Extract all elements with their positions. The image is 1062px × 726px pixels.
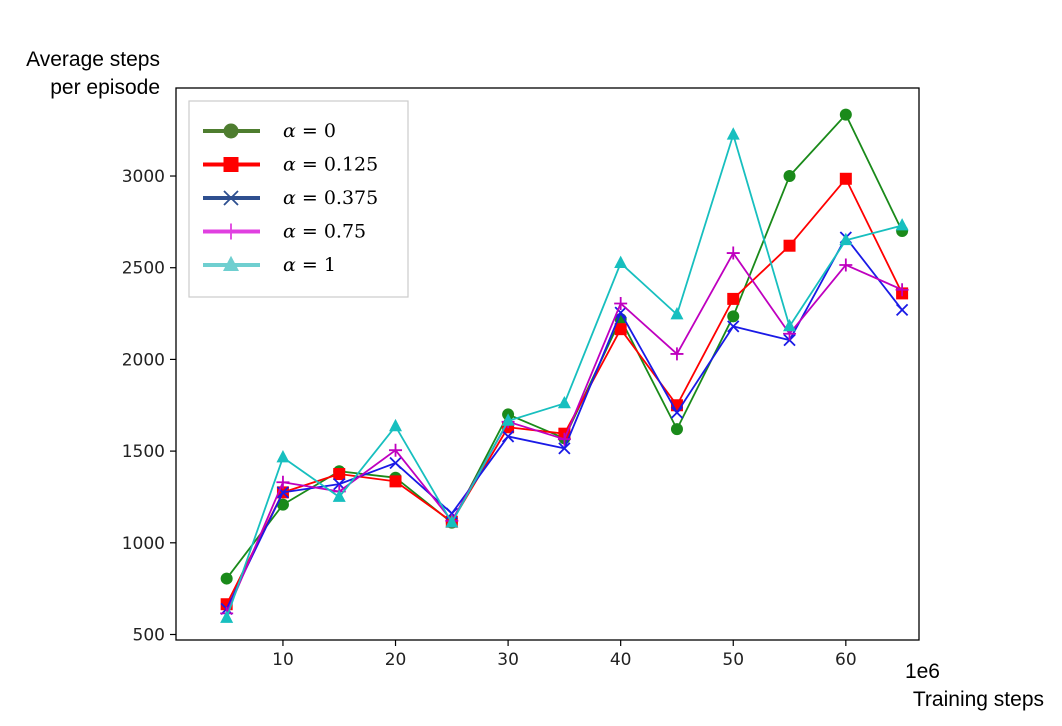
data-point	[220, 572, 233, 585]
data-point	[839, 172, 852, 185]
legend: α = 0 α = 0.125 α = 0.375 α = 0.75 α = 1	[188, 100, 409, 298]
data-point	[389, 456, 402, 470]
data-point	[557, 432, 571, 446]
x-tick-label: 10	[272, 650, 294, 670]
plot-frame	[175, 87, 920, 641]
x-tick-label: 50	[722, 650, 744, 670]
data-point	[783, 318, 797, 332]
data-point	[445, 515, 459, 528]
y-tick-label: 3000	[122, 167, 165, 187]
data-point	[614, 296, 628, 310]
data-point	[614, 306, 627, 319]
data-point	[333, 468, 346, 481]
y-tick-label: 500	[133, 625, 165, 645]
data-point	[220, 610, 234, 623]
data-point	[670, 406, 684, 419]
y-tick-label: 1000	[122, 534, 165, 554]
data-point	[727, 320, 740, 333]
data-point	[558, 442, 571, 455]
legend-label: α = 0.125	[283, 154, 378, 176]
x-tick-label: 60	[835, 650, 857, 670]
x-axis-multiplier: 1e6	[905, 660, 940, 683]
y-axis-title-line-1: Average steps	[26, 48, 160, 71]
legend-swatch-marker	[223, 223, 239, 240]
data-point	[276, 450, 290, 463]
legend-swatch-marker	[223, 123, 239, 139]
data-point	[389, 475, 402, 488]
legend-swatch-marker	[223, 190, 239, 206]
data-point	[614, 323, 627, 336]
data-point	[557, 395, 571, 409]
data-point	[839, 232, 853, 246]
data-point	[670, 307, 684, 320]
y-tick-label: 1500	[122, 442, 165, 462]
legend-label: α = 0.75	[283, 221, 366, 243]
data-point	[670, 347, 684, 361]
x-tick-label: 40	[610, 650, 632, 670]
data-point	[727, 292, 740, 305]
legend-swatch-marker	[223, 255, 239, 271]
data-point	[389, 443, 403, 457]
y-tick-label: 2000	[122, 350, 165, 370]
legend-swatch-marker	[223, 157, 239, 172]
series-layer	[220, 108, 909, 623]
data-point	[895, 303, 909, 317]
data-point	[727, 310, 740, 323]
data-point	[670, 423, 683, 436]
data-point	[276, 498, 289, 511]
legend-label: α = 1	[283, 254, 336, 276]
data-point	[895, 283, 909, 297]
data-point	[726, 246, 740, 260]
axis-ticks: 10 20 30 40 50 60 500 1000 1500 2000 2500 3000	[122, 167, 857, 670]
data-point	[839, 108, 852, 121]
y-axis-title: Average steps per episode	[26, 48, 160, 99]
data-point	[276, 475, 290, 489]
data-point	[332, 489, 346, 502]
y-axis-title-line-2: per episode	[50, 76, 160, 99]
y-tick-label: 2500	[122, 259, 165, 279]
data-point	[501, 430, 515, 443]
x-tick-label: 30	[497, 650, 519, 670]
legend-label: α = 0.375	[283, 187, 378, 209]
legend-label: α = 0	[283, 120, 336, 142]
data-point	[895, 218, 909, 231]
x-axis-title: Training steps	[913, 688, 1044, 711]
series-4	[220, 127, 909, 623]
x-tick-label: 20	[385, 650, 407, 670]
data-point	[783, 239, 796, 252]
data-point	[614, 255, 628, 269]
data-point	[839, 258, 853, 272]
data-point	[726, 127, 740, 140]
data-point	[783, 170, 796, 183]
data-point	[501, 413, 515, 426]
data-point	[389, 418, 403, 432]
